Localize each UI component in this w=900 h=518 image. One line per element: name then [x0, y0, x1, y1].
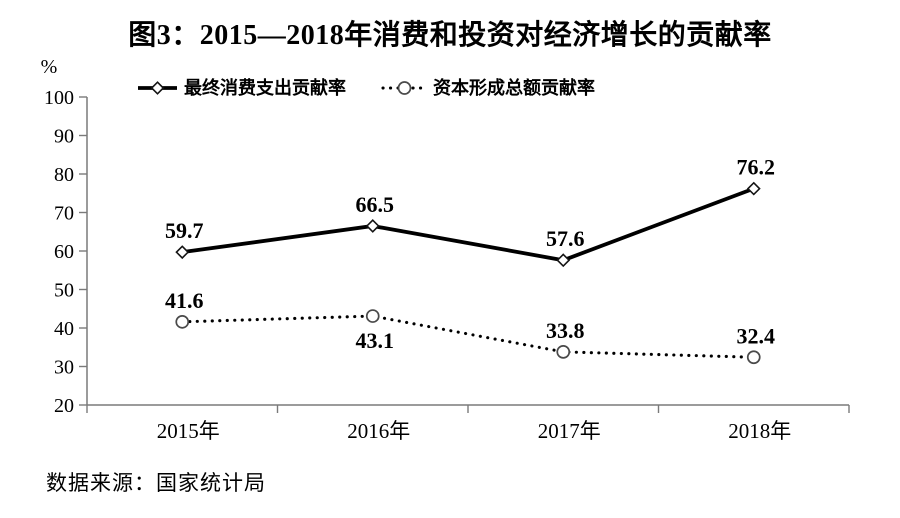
y-tick-label: 20: [54, 395, 74, 417]
y-tick-label: 40: [54, 318, 74, 340]
legend-diamond-marker: [150, 81, 165, 95]
y-tick-label: 30: [54, 357, 74, 379]
data-label: 41.6: [165, 288, 204, 313]
chart-title: 图3：2015—2018年消费和投资对经济增长的贡献率: [128, 20, 772, 51]
data-label: 66.5: [356, 192, 395, 217]
circle-marker: [746, 350, 761, 365]
data-label: 57.6: [546, 226, 585, 251]
data-label: 76.2: [737, 155, 776, 180]
x-tick-label: 2018年: [728, 419, 791, 443]
diamond-marker: [746, 181, 761, 196]
series-line-1: [181, 186, 755, 263]
x-tick-label: 2016年: [347, 419, 410, 443]
data-label: 43.1: [356, 328, 395, 353]
y-tick-label: 60: [54, 241, 74, 263]
circle-marker: [365, 309, 380, 323]
y-tick-label: 90: [54, 126, 74, 148]
legend-label-series-2: 资本形成总额贡献率: [433, 77, 595, 98]
y-tick-label: 50: [54, 280, 74, 302]
diamond-marker: [365, 219, 380, 233]
circle-marker: [556, 345, 571, 359]
data-label: 33.8: [546, 318, 585, 343]
data-label: 32.4: [737, 323, 776, 348]
y-tick-label: 80: [54, 164, 74, 186]
legend-label-series-1: 最终消费支出贡献率: [184, 77, 346, 98]
circle-marker: [175, 314, 190, 329]
data-label: 59.7: [165, 218, 204, 243]
y-tick-label: 70: [54, 203, 74, 225]
diamond-marker: [556, 253, 571, 268]
y-axis-unit-label: %: [41, 56, 58, 78]
series-line-2: [180, 314, 756, 359]
diamond-marker: [175, 245, 190, 260]
x-tick-label: 2017年: [538, 419, 601, 443]
data-source: 数据来源：国家统计局: [46, 472, 266, 495]
x-tick-label: 2015年: [157, 419, 220, 443]
legend-circle-marker: [397, 81, 412, 95]
y-tick-label: 100: [44, 87, 74, 109]
